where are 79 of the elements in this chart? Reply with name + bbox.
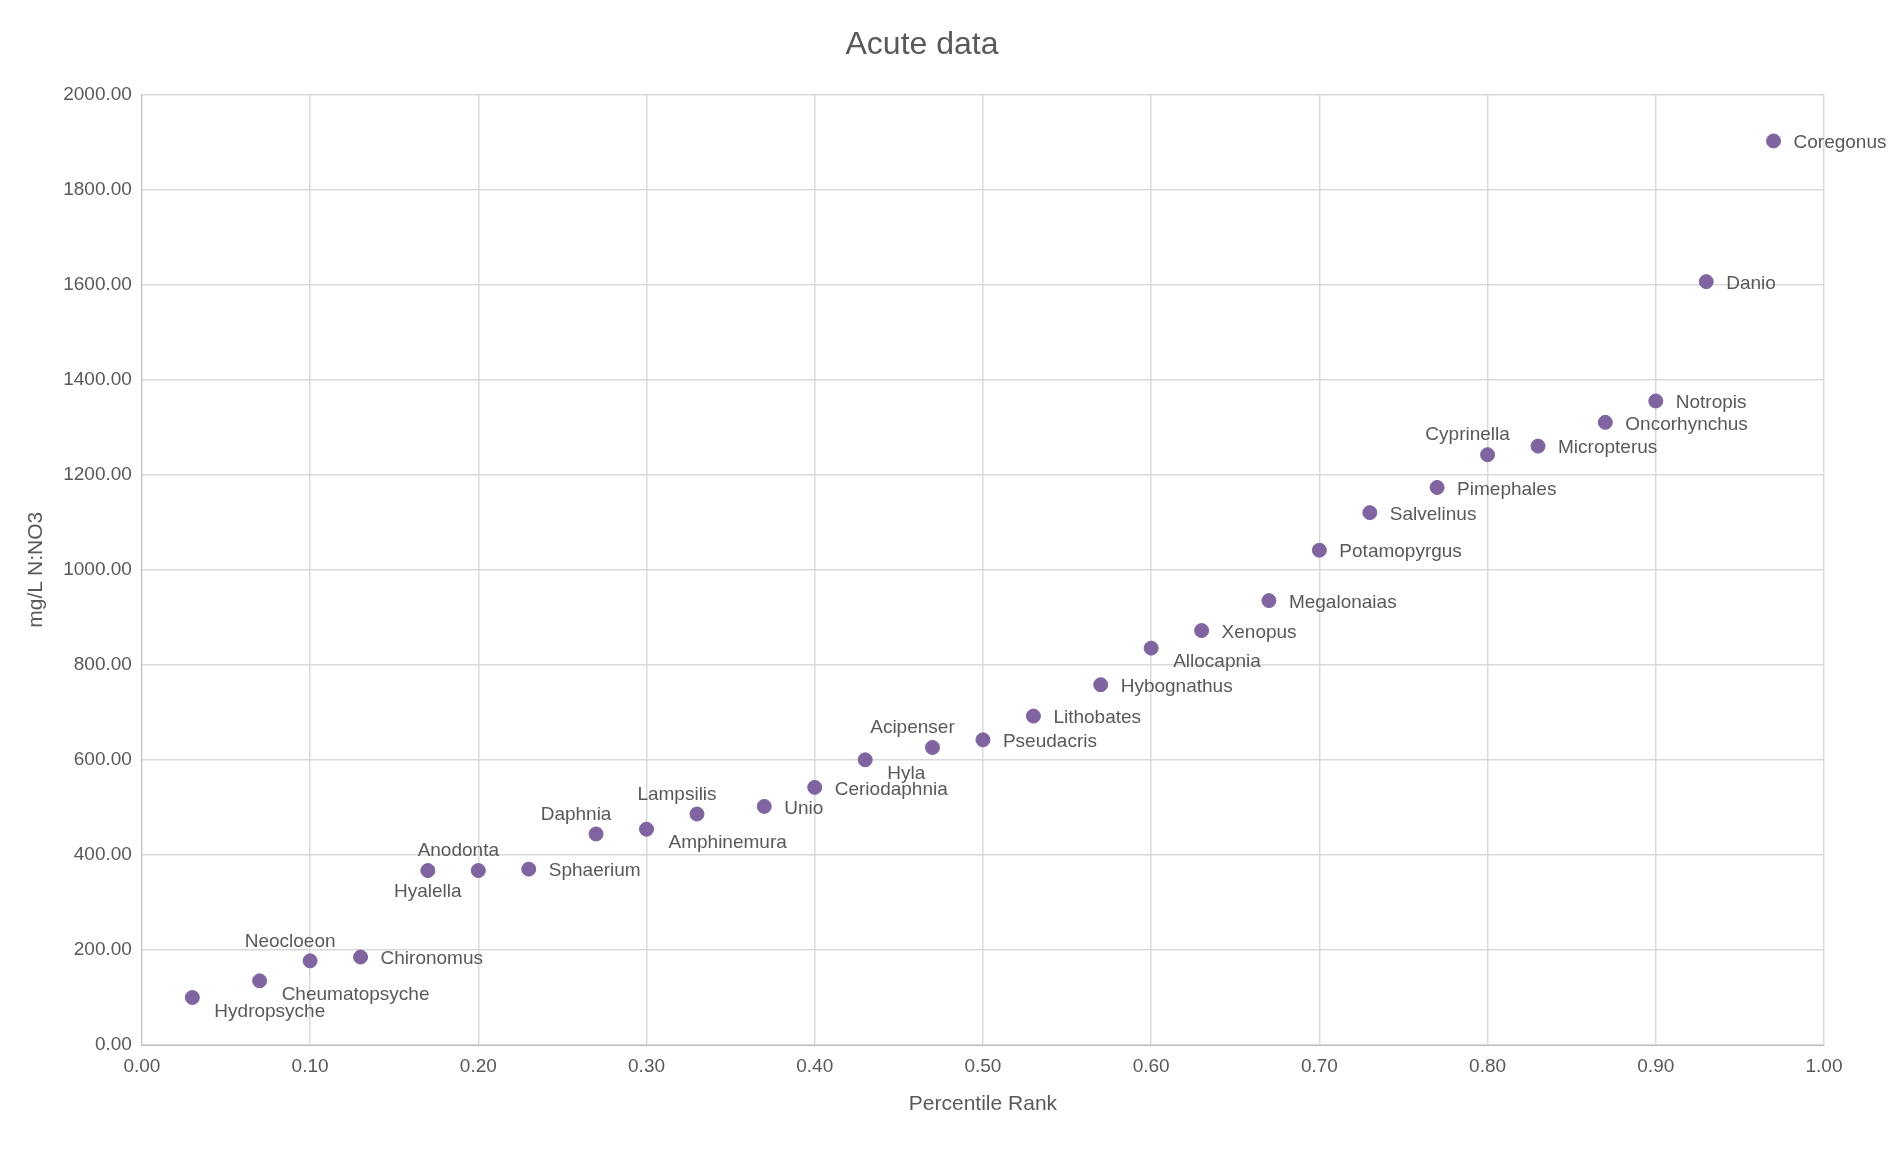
annotation: Hybognathus — [1120, 674, 1233, 696]
y-tick-label: 1800.00 — [63, 177, 132, 199]
y-tick-label: 1000.00 — [63, 557, 132, 579]
annotation: Coregonus — [1793, 131, 1887, 153]
y-tick-label: 2000.00 — [63, 82, 132, 104]
point — [1143, 640, 1159, 656]
annotation: Anodonta — [417, 839, 500, 861]
point — [588, 826, 604, 842]
point — [1480, 447, 1496, 463]
annotation: Sphaerium — [548, 859, 641, 881]
x-tick-label: 0.00 — [123, 1054, 161, 1076]
x-tick-label: 0.50 — [964, 1054, 1002, 1076]
point — [857, 752, 873, 768]
annotation: Allocapnia — [1173, 650, 1262, 672]
y-tick-label: 1200.00 — [63, 462, 132, 484]
point — [353, 949, 369, 965]
x-tick-label: 0.80 — [1469, 1054, 1507, 1076]
annotation: Lampsilis — [637, 782, 717, 804]
x-tick-label: 1.00 — [1805, 1054, 1843, 1076]
x-tick-label: 0.30 — [628, 1054, 666, 1076]
x-tick-label: 0.60 — [1132, 1054, 1170, 1076]
point — [924, 739, 940, 755]
annotation: Notropis — [1675, 391, 1747, 413]
chart-title: Acute data — [845, 25, 999, 62]
annotation: Salvelinus — [1389, 502, 1477, 524]
x-tick-label: 0.10 — [291, 1054, 329, 1076]
point — [1261, 593, 1277, 609]
y-tick-label: 200.00 — [73, 938, 132, 960]
annotation: Danio — [1726, 271, 1776, 293]
annotation: Pimephales — [1457, 477, 1557, 499]
point — [807, 779, 823, 795]
annotation: Unio — [784, 796, 824, 818]
y-tick-label: 0.00 — [94, 1033, 132, 1055]
annotation: Neocloeon — [244, 929, 336, 951]
point — [1766, 133, 1782, 149]
point — [1311, 542, 1327, 558]
point — [1025, 708, 1041, 724]
y-axis-title: mg/L N:NO3 — [23, 511, 47, 628]
x-tick-label: 0.70 — [1300, 1054, 1338, 1076]
annotation: Cyprinella — [1425, 423, 1511, 445]
x-tick-label: 0.40 — [796, 1054, 834, 1076]
y-tick-label: 800.00 — [73, 652, 132, 674]
point — [521, 861, 537, 877]
point — [302, 953, 318, 969]
annotation: Potamopyrgus — [1339, 540, 1462, 562]
point — [1362, 505, 1378, 521]
point — [420, 863, 436, 879]
annotation: Xenopus — [1221, 620, 1297, 642]
annotation: Pseudacris — [1002, 730, 1097, 752]
annotation: Daphnia — [540, 802, 612, 824]
y-tick-label: 1600.00 — [63, 272, 132, 294]
annotation: Hyalella — [394, 880, 463, 902]
point — [252, 973, 268, 989]
point — [689, 806, 705, 822]
annotation: Chironomus — [380, 947, 483, 969]
point — [1194, 623, 1210, 639]
y-tick-label: 600.00 — [73, 748, 132, 770]
y-tick-label: 400.00 — [73, 843, 132, 865]
y-tick-label: 1400.00 — [63, 367, 132, 389]
point — [1429, 479, 1445, 495]
point — [1093, 677, 1109, 693]
x-axis-title: Percentile Rank — [908, 1091, 1058, 1115]
point — [184, 989, 200, 1005]
annotation: Micropterus — [1558, 436, 1658, 458]
annotation: Oncorhynchus — [1625, 412, 1748, 434]
point — [639, 821, 655, 837]
point — [1597, 414, 1613, 430]
point — [1698, 274, 1714, 290]
annotation: Lithobates — [1053, 706, 1142, 728]
x-tick-label: 0.90 — [1637, 1054, 1675, 1076]
annotation: Acipenser — [870, 716, 956, 738]
point — [756, 798, 772, 814]
annotation: Amphinemura — [668, 831, 788, 853]
annotation: Megalonaias — [1288, 590, 1397, 612]
point — [1648, 393, 1664, 409]
point — [1530, 438, 1546, 454]
point — [470, 863, 486, 879]
point — [975, 732, 991, 748]
x-tick-label: 0.20 — [459, 1054, 497, 1076]
